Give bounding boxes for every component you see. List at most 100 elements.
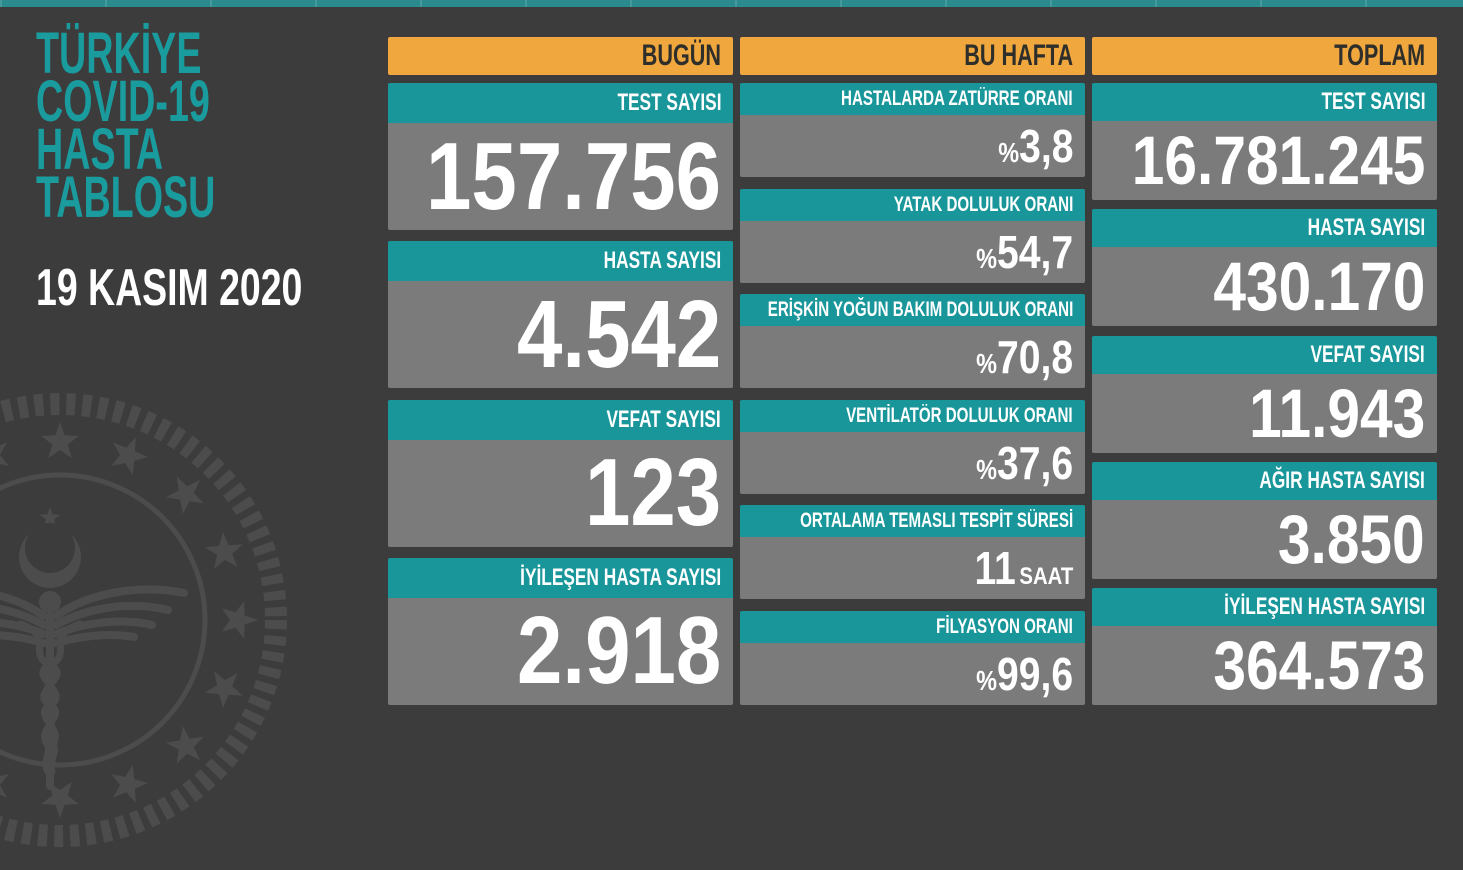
- percent-sign: %: [976, 664, 997, 696]
- column-header-bugun: BUGÜN: [388, 37, 733, 75]
- stat-label-bar: TEST SAYISI: [388, 83, 733, 123]
- stat-value: 123: [585, 445, 721, 541]
- percent-sign: %: [976, 453, 997, 485]
- stat-label: HASTALARDA ZATÜRRE ORANI: [841, 87, 1073, 110]
- stat-label: TEST SAYISI: [616, 89, 721, 116]
- stat-label-bar: İYİLEŞEN HASTA SAYISI: [388, 557, 733, 598]
- stat-value: %37,6: [976, 440, 1073, 486]
- stat-card-filyasyon-orani: FİLYASYON ORANI %99,6: [740, 610, 1085, 705]
- stat-label-bar: ORTALAMA TEMASLI TESPİT SÜRESİ: [740, 505, 1085, 538]
- stat-label-bar: HASTA SAYISI: [388, 241, 733, 282]
- stat-value-panel: 157.756: [388, 123, 733, 230]
- page-title-line: TÜRKİYE: [36, 21, 202, 86]
- stat-card-ventilator-doluluk: VENTİLATÖR DOLULUK ORANI %37,6: [740, 399, 1085, 494]
- stat-label-bar: HASTA SAYISI: [1092, 209, 1437, 248]
- stat-value-number: 16.781.245: [1131, 122, 1425, 199]
- stat-value-number: 157.756: [426, 122, 721, 230]
- stat-label: İYİLEŞEN HASTA SAYISI: [519, 563, 721, 591]
- stat-label: HASTA SAYISI: [1307, 214, 1425, 242]
- stat-value: 11.943: [1249, 379, 1425, 448]
- stat-label: ORTALAMA TEMASLI TESPİT SÜRESİ: [799, 509, 1073, 533]
- column-header-label: TOPLAM: [1334, 39, 1425, 72]
- stat-card-hasta-sayisi-toplam: HASTA SAYISI 430.170: [1092, 209, 1437, 327]
- report-date: 19 KASIM 2020: [36, 262, 406, 314]
- stat-value-number: 2.918: [516, 597, 721, 705]
- stat-value: 3.850: [1278, 505, 1425, 574]
- stat-value-panel: %99,6: [740, 642, 1085, 705]
- stat-label-bar: FİLYASYON ORANI: [740, 610, 1085, 643]
- stat-value-panel: 430.170: [1092, 247, 1437, 327]
- stat-label: ERİŞKİN YOĞUN BAKIM DOLULUK ORANI: [767, 298, 1073, 322]
- stat-label-bar: TEST SAYISI: [1092, 83, 1437, 121]
- stat-card-yatak-doluluk: YATAK DOLULUK ORANI %54,7: [740, 188, 1085, 283]
- stat-label: VEFAT SAYISI: [1310, 340, 1425, 368]
- stat-value-panel: %37,6: [740, 431, 1085, 494]
- stat-value-panel: 364.573: [1092, 626, 1437, 705]
- column-toplam-cards: TEST SAYISI 16.781.245 HASTA SAYISI 430.…: [1092, 83, 1437, 705]
- emblem-caduceus: [0, 585, 188, 790]
- stat-card-temasli-tespit-suresi: ORTALAMA TEMASLI TESPİT SÜRESİ 11 SAAT: [740, 505, 1085, 600]
- stat-label-bar: YATAK DOLULUK ORANI: [740, 188, 1085, 221]
- stat-value-number: 3,8: [1018, 120, 1073, 172]
- stat-card-agir-hasta-sayisi: AĞIR HASTA SAYISI 3.850: [1092, 461, 1437, 579]
- stat-card-yogun-bakim-doluluk: ERİŞKİN YOĞUN BAKIM DOLULUK ORANI %70,8: [740, 294, 1085, 389]
- stat-value-panel: 2.918: [388, 597, 733, 705]
- column-bu-hafta-cards: HASTALARDA ZATÜRRE ORANI %3,8 YATAK DOLU…: [740, 83, 1085, 705]
- stat-card-vefat-sayisi-bugun: VEFAT SAYISI 123: [388, 399, 733, 547]
- stat-label: HASTA SAYISI: [603, 247, 721, 275]
- stat-value-number: 37,6: [996, 436, 1073, 489]
- stat-value-panel: %54,7: [740, 220, 1085, 283]
- stat-label: YATAK DOLULUK ORANI: [893, 192, 1073, 216]
- column-toplam: TOPLAM TEST SAYISI 16.781.245 HASTA SAYI…: [1092, 37, 1437, 705]
- stat-label: FİLYASYON ORANI: [936, 614, 1073, 638]
- column-header-label: BUGÜN: [641, 39, 721, 72]
- stat-card-hasta-sayisi-bugun: HASTA SAYISI 4.542: [388, 241, 733, 389]
- stat-value-number: 123: [584, 439, 721, 547]
- emblem-star-ring: [0, 422, 258, 818]
- stat-label-bar: İYİLEŞEN HASTA SAYISI: [1092, 588, 1437, 626]
- report-date-text: 19 KASIM 2020: [36, 259, 303, 317]
- page-title-line: COVID-19: [36, 69, 210, 134]
- stat-value: %70,8: [976, 334, 1073, 380]
- page-title-line: HASTA: [36, 117, 164, 182]
- stat-value: 430.170: [1213, 252, 1425, 321]
- stat-label: TEST SAYISI: [1320, 88, 1425, 115]
- emblem-inner-circle: [0, 472, 208, 768]
- column-bu-hafta: BU HAFTA HASTALARDA ZATÜRRE ORANI %3,8 Y…: [740, 37, 1085, 705]
- caduceus-left-wing: [0, 591, 48, 647]
- stat-value-number: 99,6: [996, 647, 1073, 700]
- percent-sign: %: [997, 137, 1019, 168]
- stat-value-number: 11.943: [1248, 374, 1425, 452]
- stat-value: %3,8: [998, 123, 1073, 169]
- stat-card-vefat-sayisi-toplam: VEFAT SAYISI 11.943: [1092, 335, 1437, 453]
- column-bugun-cards: TEST SAYISI 157.756 HASTA SAYISI 4.542 V…: [388, 83, 733, 705]
- stat-value: 4.542: [517, 286, 721, 383]
- ministry-of-health-emblem-watermark: [0, 393, 287, 847]
- emblem-crescent-star: [19, 507, 81, 588]
- page-title: TÜRKİYE COVID-19 HASTA TABLOSU: [36, 21, 312, 227]
- stat-label: AĞIR HASTA SAYISI: [1259, 466, 1425, 494]
- stat-value-panel: 16.781.245: [1092, 121, 1437, 200]
- stat-card-test-sayisi-toplam: TEST SAYISI 16.781.245: [1092, 83, 1437, 200]
- stat-label-bar: VEFAT SAYISI: [388, 399, 733, 440]
- stat-value-number: 430.170: [1212, 248, 1425, 326]
- stat-label-bar: AĞIR HASTA SAYISI: [1092, 461, 1437, 500]
- stat-value-unit: SAAT: [1019, 563, 1073, 591]
- caduceus-snakes: [16, 620, 84, 776]
- stat-value-panel: 4.542: [388, 281, 733, 389]
- stat-label-bar: HASTALARDA ZATÜRRE ORANI: [740, 83, 1085, 115]
- stat-label: İYİLEŞEN HASTA SAYISI: [1223, 593, 1425, 620]
- stat-value-number: 11: [974, 542, 1016, 595]
- stat-value-panel: 11.943: [1092, 373, 1437, 453]
- stat-card-test-sayisi-bugun: TEST SAYISI 157.756: [388, 83, 733, 230]
- stat-label: VENTİLATÖR DOLULUK ORANI: [846, 403, 1073, 427]
- caduceus-right-wing: [52, 585, 188, 647]
- stat-value: %54,7: [976, 229, 1073, 275]
- stat-card-iyilesen-hasta-toplam: İYİLEŞEN HASTA SAYISI 364.573: [1092, 588, 1437, 705]
- stat-value-number: 70,8: [996, 331, 1073, 384]
- stat-card-iyilesen-hasta-bugun: İYİLEŞEN HASTA SAYISI 2.918: [388, 557, 733, 705]
- column-header-label: BU HAFTA: [964, 39, 1073, 72]
- stat-label-bar: VENTİLATÖR DOLULUK ORANI: [740, 399, 1085, 432]
- stat-label-bar: VEFAT SAYISI: [1092, 335, 1437, 374]
- stat-value-panel: %3,8: [740, 115, 1085, 177]
